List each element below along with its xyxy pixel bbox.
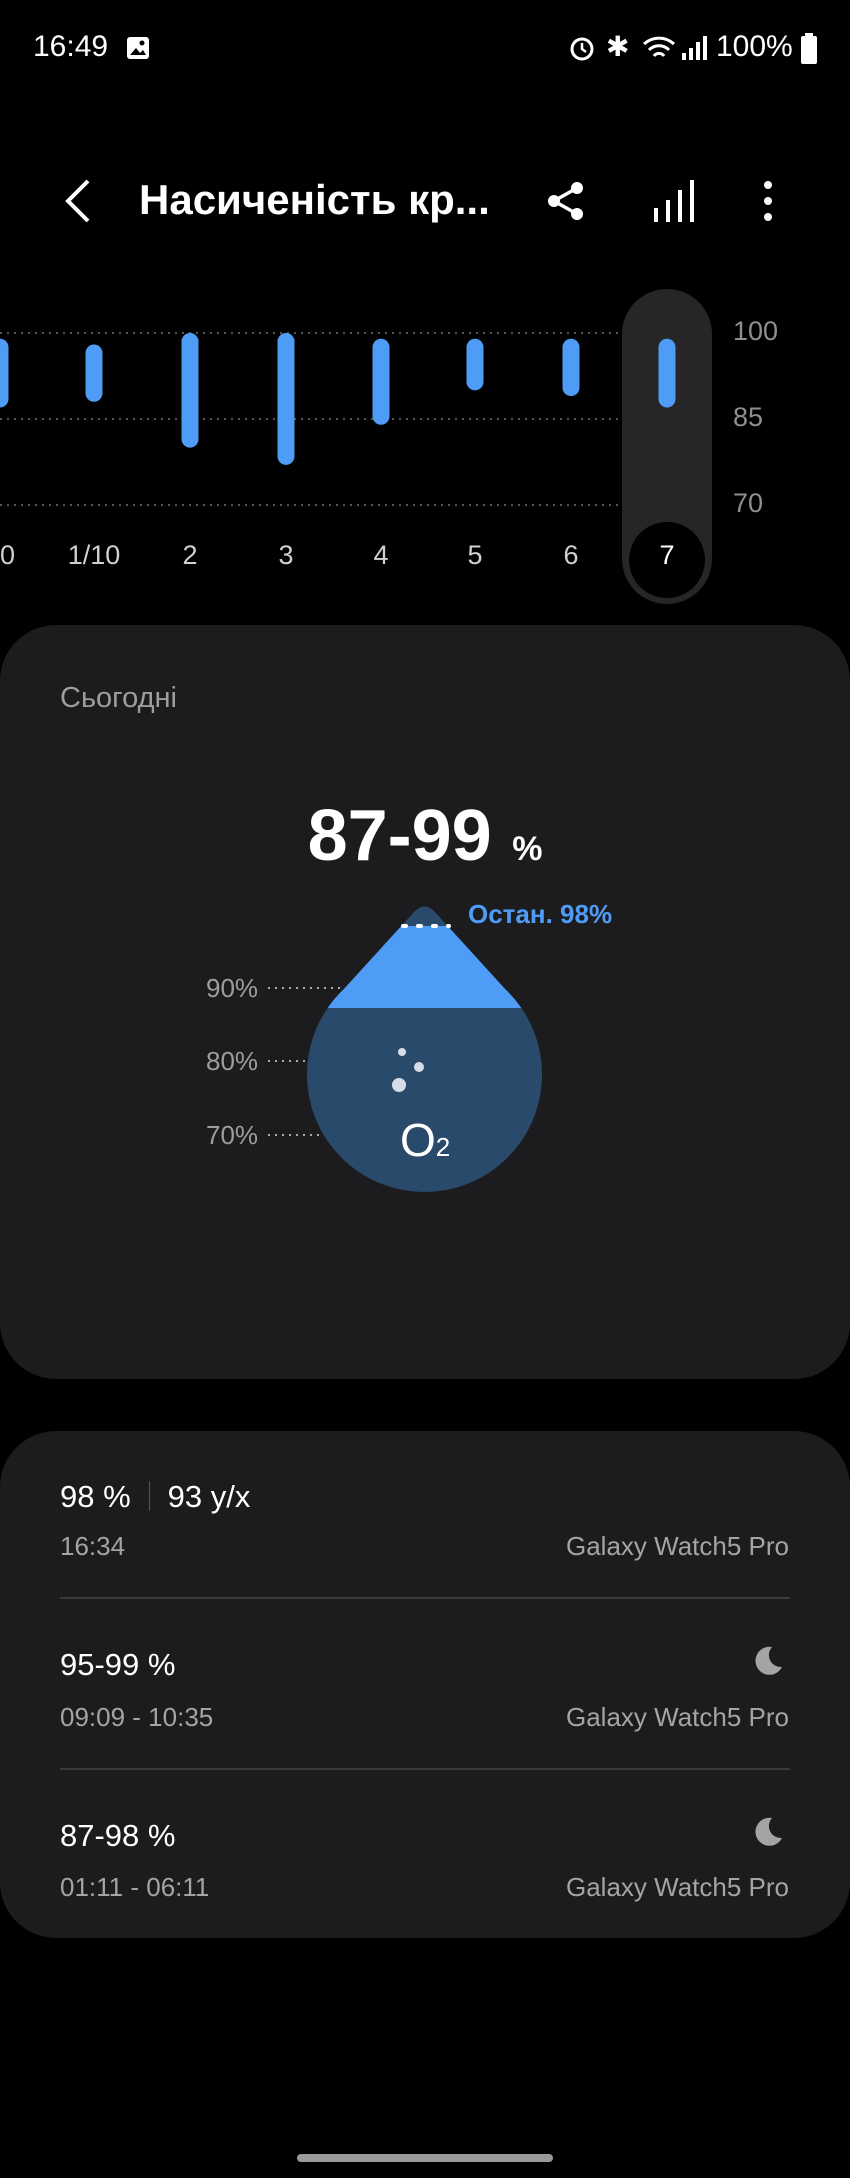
record-row[interactable]: 98 % 93 у/х 16:34 Galaxy Watch5 Pro	[0, 1431, 850, 1597]
more-icon[interactable]	[762, 180, 774, 222]
x-tick[interactable]: 3	[278, 540, 294, 570]
x-tick[interactable]: 4	[373, 540, 389, 570]
x-tick[interactable]: 7	[659, 540, 675, 570]
record-row[interactable]: 87-98 % 01:11 - 06:11 Galaxy Watch5 Pro	[0, 1770, 850, 1938]
x-tick[interactable]: 5	[467, 540, 483, 570]
record-device: Galaxy Watch5 Pro	[565, 1531, 789, 1561]
o2-letter: O	[400, 1114, 436, 1166]
y-tick: 70	[733, 488, 764, 518]
chart-icon[interactable]	[652, 178, 696, 224]
record-time: 16:34	[60, 1531, 126, 1561]
y-tick: 85	[733, 402, 764, 432]
share-icon[interactable]	[545, 180, 587, 222]
o2-icon: O2	[400, 1113, 450, 1167]
records-card: 98 % 93 у/х 16:34 Galaxy Watch5 Pro 95-99…	[0, 1431, 850, 1938]
alarm-icon	[570, 37, 594, 61]
home-indicator[interactable]	[297, 2154, 553, 2162]
bluetooth-icon: ✱	[606, 31, 630, 62]
divider	[60, 1768, 790, 1770]
record-time: 09:09 - 10:35	[60, 1702, 214, 1732]
x-tick[interactable]: 30	[0, 540, 16, 570]
y-tick: 100	[733, 316, 779, 346]
moon-icon	[755, 1646, 782, 1675]
oxygen-drop	[307, 906, 543, 1192]
x-tick[interactable]: 1/10	[67, 540, 121, 570]
selected-day-circle	[629, 522, 705, 598]
x-tick[interactable]: 2	[182, 540, 198, 570]
range-value: 87-99	[307, 796, 492, 876]
heart-rate-value: 93 у/х	[167, 1479, 251, 1514]
clock: 16:49	[33, 30, 109, 63]
record-device: Galaxy Watch5 Pro	[565, 1872, 789, 1902]
battery-icon	[801, 33, 817, 64]
signal-icon	[682, 36, 707, 60]
today-label: Сьогодні	[60, 682, 177, 714]
spo2-value: 98 %	[60, 1479, 131, 1514]
record-value: 87-98 %	[60, 1818, 176, 1853]
range-chart[interactable]	[0, 0, 850, 620]
o2-subscript: 2	[435, 1132, 451, 1162]
record-value: 95-99 %	[60, 1647, 176, 1682]
moon-icon	[755, 1817, 782, 1846]
divider	[148, 1481, 150, 1511]
range-unit: %	[512, 830, 543, 868]
scale-lines	[268, 987, 343, 1136]
x-tick[interactable]: 6	[563, 540, 579, 570]
scale-label: 70%	[206, 1120, 259, 1150]
status-bar: 16:49 ✱ 100%	[0, 30, 850, 70]
today-range: 87-99 %	[0, 795, 850, 877]
image-icon	[127, 37, 149, 59]
back-icon[interactable]	[60, 178, 94, 224]
battery-percent: 100%	[716, 30, 793, 63]
divider	[60, 1597, 790, 1599]
record-time: 01:11 - 06:11	[60, 1872, 210, 1902]
today-card: Сьогодні 87-99 % Остан. 98% 90% 80% 70% …	[0, 625, 850, 1379]
last-value: Остан. 98%	[468, 899, 613, 929]
scale-label: 90%	[206, 973, 259, 1003]
record-row[interactable]: 95-99 % 09:09 - 10:35 Galaxy Watch5 Pro	[0, 1599, 850, 1769]
scale-label: 80%	[206, 1046, 259, 1076]
page-title: Насиченість кр...	[139, 176, 490, 223]
wifi-icon	[642, 36, 676, 58]
record-value: 98 % 93 у/х	[60, 1479, 250, 1515]
record-device: Galaxy Watch5 Pro	[565, 1702, 789, 1732]
